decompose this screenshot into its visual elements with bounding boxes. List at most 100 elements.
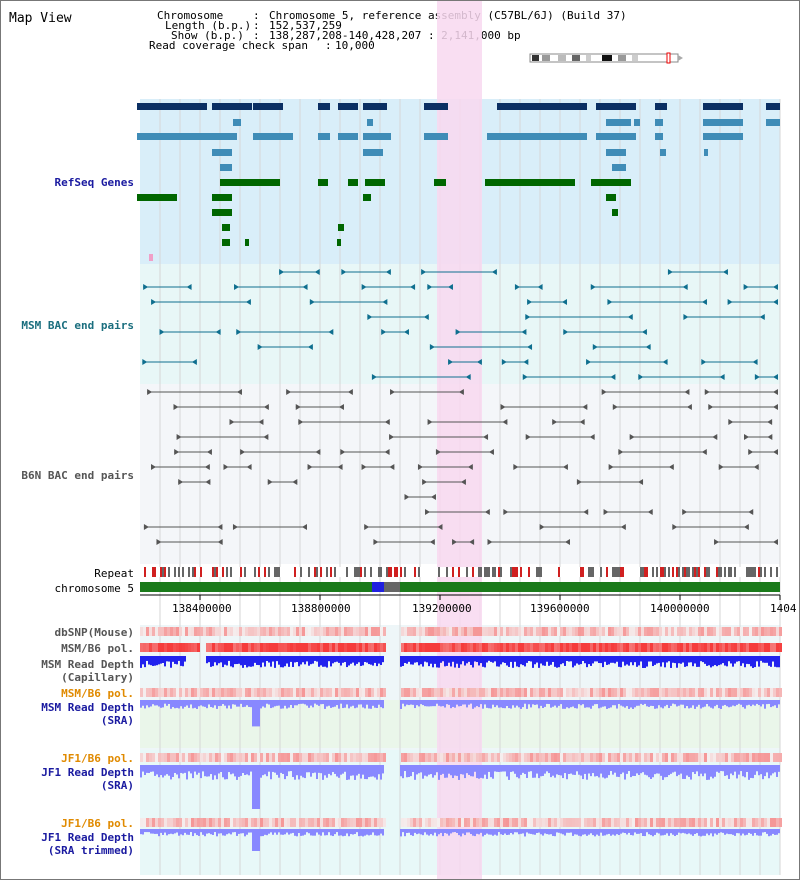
track-label-dbsnp[interactable]: dbSNP(Mouse) [54,626,134,639]
depth-bar [756,700,758,704]
heat-cell [758,818,761,827]
heat-cell [557,643,560,652]
track-label-msm-pol-2[interactable]: MSM/B6 pol. [61,687,134,700]
depth-bar [592,765,594,774]
track-label-msm-depth-cap[interactable]: MSM Read Depth [41,658,134,671]
track-label-jf1-trim[interactable]: JF1 Read Depth [41,831,134,844]
bac-end-marker [563,329,569,335]
heat-cell [326,643,329,652]
heat-cell [656,643,659,652]
depth-bar [756,765,758,772]
heat-cell [692,627,695,636]
chromosome-ideogram[interactable] [528,52,684,64]
heat-cell [623,818,626,827]
heat-cell [572,627,575,636]
bac-end-marker [476,359,482,365]
gene-feature [612,164,626,171]
repeat-mark [536,567,538,577]
depth-bar [594,700,596,705]
track-label-jf1-pol-2[interactable]: JF1/B6 pol. [61,817,134,830]
depth-bar [414,656,416,663]
depth-bar [656,829,658,833]
track-label-jf1-depth[interactable]: JF1 Read Depth [41,766,134,779]
heat-cell [479,627,482,636]
depth-bar [538,829,540,833]
heat-cell [281,643,284,652]
depth-bar [362,829,364,837]
bac-end-marker [525,434,531,440]
repeat-mark [486,567,488,577]
depth-bar [490,700,492,709]
depth-bar [742,829,744,834]
heat-cell [368,627,371,636]
heat-cell [728,688,731,697]
heat-cell [266,818,269,827]
heat-cell [188,818,191,827]
depth-bar [158,656,160,665]
depth-bar [400,829,402,837]
heat-cell [575,627,578,636]
depth-bar [738,656,740,662]
depth-bar [260,700,262,709]
depth-bar [566,700,568,708]
heat-cell [284,627,287,636]
depth-bar [372,700,374,706]
gene-feature [149,254,153,261]
heat-cell [533,818,536,827]
heat-cell [701,627,704,636]
heat-cell [656,627,659,636]
depth-bar [756,829,758,836]
heat-cell [197,753,200,762]
depth-bar [178,829,180,836]
heat-cell [335,643,338,652]
heat-cell [503,818,506,827]
depth-bar [242,829,244,834]
heat-cell [455,643,458,652]
depth-bar [506,829,508,835]
depth-bar [378,829,380,836]
depth-bar [494,700,496,708]
heat-cell [527,627,530,636]
repeat-mark [404,567,406,577]
depth-bar [624,765,626,780]
heat-cell [344,627,347,636]
depth-bar [604,700,606,707]
depth-bar [548,700,550,705]
heat-cell [290,753,293,762]
repeat-mark [354,567,356,577]
heat-cell [680,643,683,652]
heat-cell [533,643,536,652]
heat-cell [254,753,257,762]
track-label-refseq[interactable]: RefSeq Genes [54,176,134,189]
track-label-msm-bac[interactable]: MSM BAC end pairs [21,319,134,332]
heat-cell [506,643,509,652]
heat-cell [506,818,509,827]
depth-bar [438,656,440,668]
depth-bar [296,700,298,706]
heat-cell [542,688,545,697]
depth-bar [642,656,644,668]
bac-end-marker [223,464,229,470]
depth-bar [666,765,668,778]
heat-cell [719,627,722,636]
track-label-msm-pol[interactable]: MSM/B6 pol. [61,642,134,655]
track-label-b6n-bac[interactable]: B6N BAC end pairs [21,469,134,482]
depth-bar [274,700,276,707]
depth-bar [480,765,482,778]
heat-cell [329,643,332,652]
depth-bar [526,656,528,663]
heat-cell [290,818,293,827]
depth-bar [434,765,436,776]
heat-cell [374,818,377,827]
heat-cell [668,688,671,697]
gene-feature [220,179,280,186]
depth-bar [556,700,558,708]
track-label-msm-depth-sra[interactable]: MSM Read Depth [41,701,134,714]
depth-bar [196,765,198,775]
depth-bar [420,700,422,705]
depth-bar [156,765,158,775]
heat-cell [419,627,422,636]
track-label-jf1-pol[interactable]: JF1/B6 pol. [61,752,134,765]
depth-bar [468,765,470,775]
heat-cell [620,688,623,697]
